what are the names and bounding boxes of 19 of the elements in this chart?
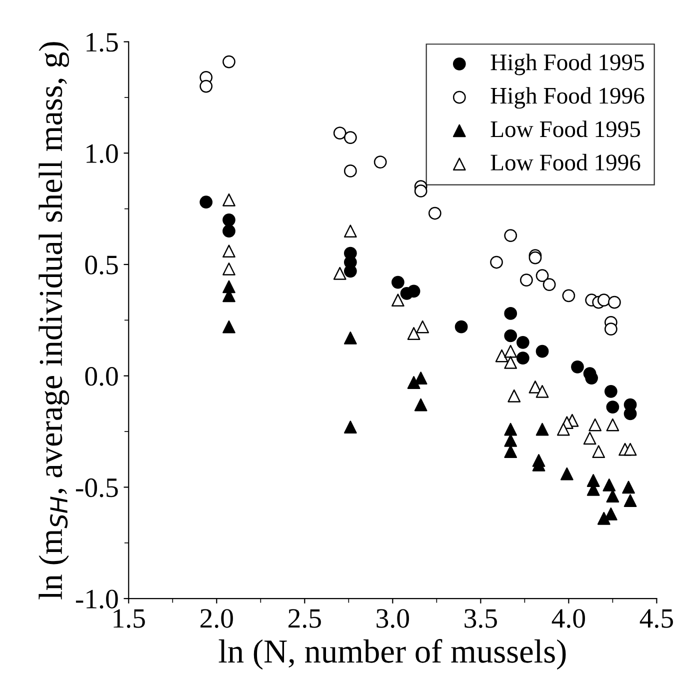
y-tick-label: 0.0 [85,367,118,386]
x-tick-label: 2.5 [288,609,321,628]
x-tick-label: 4.5 [640,609,673,628]
y-tick-label: 1.5 [86,33,118,52]
x-tick-label: 3.0 [376,609,409,628]
y-tick-label: 0.5 [85,256,118,275]
legend-label: Low Food 1996 [490,154,640,171]
legend-label: High Food 1995 [490,54,644,76]
y-tick-label: 1.0 [86,144,118,164]
y-axis-title: ln (m$_{SH}$, average individual shell mass, g) [38,42,70,600]
legend-label: Low Food 1995 [490,120,640,138]
x-tick-label: 2.0 [200,609,233,628]
y-tick-label: -0.5 [76,478,118,498]
x-tick-label: 4.0 [552,609,585,628]
x-tick-label: 1.5 [114,609,145,628]
x-tick-label: 3.5 [464,609,497,628]
x-axis-title: ln (N, number of mussels) [218,639,566,670]
legend-label: High Food 1996 [490,87,644,109]
y-tick-label: -1.0 [76,590,118,609]
